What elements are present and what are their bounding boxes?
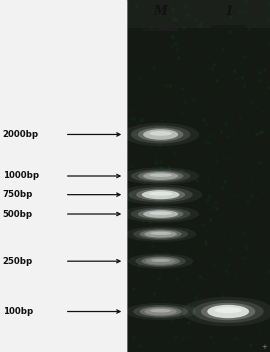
Text: 1000bp: 1000bp <box>3 171 39 181</box>
Ellipse shape <box>215 307 242 313</box>
Ellipse shape <box>122 123 199 146</box>
Bar <box>127 0 270 352</box>
Ellipse shape <box>131 169 191 183</box>
Ellipse shape <box>122 206 199 222</box>
Ellipse shape <box>119 184 202 205</box>
Text: 500bp: 500bp <box>3 209 33 219</box>
Ellipse shape <box>144 308 177 315</box>
Ellipse shape <box>143 172 178 180</box>
Ellipse shape <box>128 253 193 269</box>
Ellipse shape <box>182 297 270 326</box>
Ellipse shape <box>131 207 191 221</box>
Ellipse shape <box>133 228 188 240</box>
Bar <box>211 25 246 31</box>
Ellipse shape <box>133 305 188 318</box>
Ellipse shape <box>141 257 180 266</box>
Text: 100bp: 100bp <box>3 307 33 316</box>
Ellipse shape <box>144 231 177 238</box>
Ellipse shape <box>131 125 191 144</box>
Ellipse shape <box>149 212 172 215</box>
Text: M: M <box>154 5 168 18</box>
Ellipse shape <box>207 305 249 318</box>
Bar <box>0 0 127 352</box>
Ellipse shape <box>136 255 186 267</box>
Ellipse shape <box>140 230 182 239</box>
Ellipse shape <box>148 192 173 196</box>
Text: 2000bp: 2000bp <box>3 130 39 139</box>
Ellipse shape <box>138 127 184 141</box>
Ellipse shape <box>143 129 178 140</box>
Ellipse shape <box>150 309 171 313</box>
Bar <box>143 25 178 31</box>
Ellipse shape <box>142 190 180 199</box>
Text: 250bp: 250bp <box>3 257 33 266</box>
Ellipse shape <box>129 187 193 202</box>
Ellipse shape <box>125 226 196 242</box>
Ellipse shape <box>146 258 176 265</box>
Ellipse shape <box>125 303 196 320</box>
Ellipse shape <box>193 300 264 323</box>
Ellipse shape <box>138 171 184 181</box>
Ellipse shape <box>136 189 185 201</box>
Ellipse shape <box>122 168 199 184</box>
Text: 1: 1 <box>224 5 232 18</box>
Ellipse shape <box>138 209 184 219</box>
Text: 750bp: 750bp <box>3 190 33 199</box>
Ellipse shape <box>149 131 172 136</box>
Bar <box>127 0 270 352</box>
Ellipse shape <box>201 303 255 320</box>
Bar <box>127 0 270 28</box>
Ellipse shape <box>151 259 170 262</box>
Ellipse shape <box>143 210 178 218</box>
Ellipse shape <box>149 174 172 177</box>
Text: +: + <box>261 344 267 350</box>
Ellipse shape <box>150 232 171 235</box>
Ellipse shape <box>140 307 182 316</box>
